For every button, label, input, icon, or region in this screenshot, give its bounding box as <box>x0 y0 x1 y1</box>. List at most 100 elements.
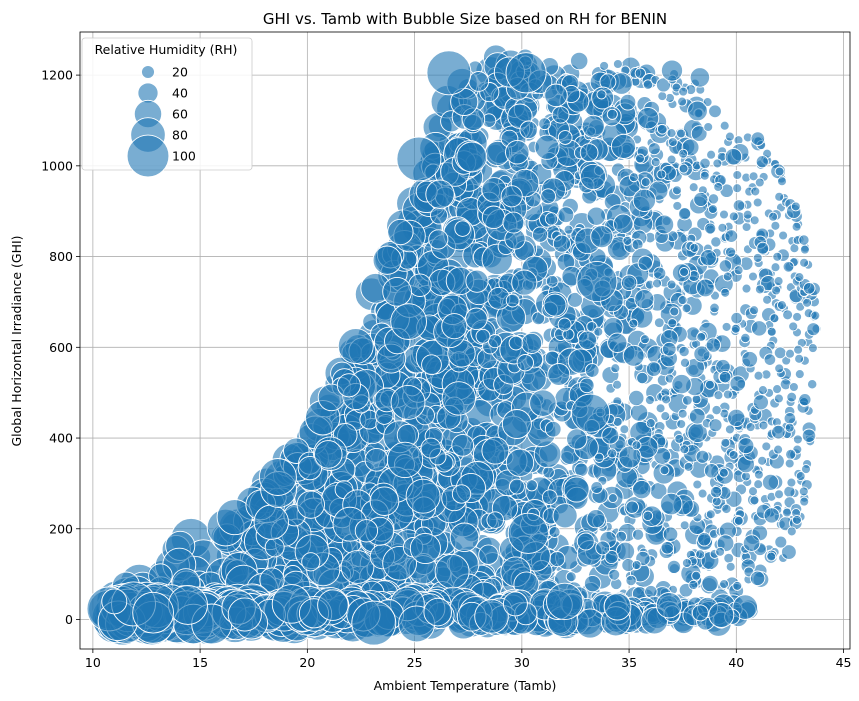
data-point <box>634 67 646 79</box>
data-point <box>666 559 682 574</box>
data-point <box>595 540 611 556</box>
x-tick-label: 45 <box>836 655 852 670</box>
data-point <box>674 433 685 444</box>
data-point <box>634 289 655 310</box>
data-point <box>679 520 690 531</box>
data-point <box>782 309 794 321</box>
data-point <box>748 171 759 182</box>
data-point <box>340 550 375 584</box>
data-point <box>599 60 610 71</box>
data-point <box>799 244 810 255</box>
data-point <box>451 484 472 504</box>
data-point <box>619 424 630 435</box>
data-point <box>723 552 735 564</box>
data-point <box>534 134 560 160</box>
data-point <box>581 114 605 138</box>
y-axis-label: Global Horizontal Irradiance (GHI) <box>9 235 24 446</box>
data-point <box>774 166 785 177</box>
data-point <box>784 422 795 433</box>
data-point <box>720 437 731 448</box>
data-point <box>635 153 645 164</box>
data-point <box>745 422 756 433</box>
data-point <box>570 51 589 71</box>
data-point <box>798 486 809 497</box>
data-point <box>420 437 442 459</box>
data-point <box>372 245 402 275</box>
data-point <box>603 592 632 621</box>
data-point <box>708 104 722 119</box>
data-point <box>430 206 448 225</box>
legend-label: 100 <box>172 149 196 164</box>
data-point <box>774 191 785 202</box>
data-point <box>719 120 730 131</box>
data-point <box>481 436 510 465</box>
data-point <box>667 137 678 147</box>
data-point <box>557 317 572 332</box>
data-point <box>636 371 649 385</box>
data-point <box>465 269 489 293</box>
data-point <box>660 411 671 422</box>
data-point <box>733 265 744 276</box>
data-point <box>454 220 471 237</box>
data-point <box>763 353 777 366</box>
data-point <box>655 403 666 414</box>
data-point <box>655 592 683 619</box>
data-point <box>642 510 654 522</box>
data-point <box>801 428 817 443</box>
data-point <box>757 385 768 396</box>
data-point <box>449 522 480 553</box>
data-point <box>351 600 397 646</box>
data-point <box>761 441 772 452</box>
data-point <box>570 393 611 433</box>
data-point <box>725 561 736 572</box>
data-point <box>711 404 722 416</box>
data-point <box>382 276 412 307</box>
data-point <box>773 393 784 404</box>
data-point <box>468 71 490 92</box>
data-point <box>802 297 813 308</box>
data-point <box>807 379 818 390</box>
data-point <box>593 452 605 463</box>
data-point <box>810 310 821 321</box>
data-point <box>337 328 374 365</box>
data-point <box>296 490 325 519</box>
data-point <box>729 375 746 392</box>
data-point <box>687 100 708 122</box>
data-point <box>660 541 675 555</box>
y-axis: 0 200 400 600 800 1000 1200 <box>41 68 80 627</box>
data-point <box>336 373 361 398</box>
data-point <box>748 486 758 497</box>
data-point <box>794 353 805 364</box>
data-point <box>590 481 604 494</box>
data-point <box>762 294 773 305</box>
data-point <box>732 183 743 194</box>
data-point <box>763 507 780 524</box>
data-point <box>692 479 703 490</box>
data-point <box>718 370 732 384</box>
data-point <box>639 334 650 345</box>
data-point <box>708 418 723 433</box>
data-point <box>637 255 653 271</box>
data-point <box>766 551 777 562</box>
data-point <box>486 511 504 529</box>
data-point <box>546 582 584 621</box>
data-point <box>732 199 746 212</box>
data-point <box>749 570 766 587</box>
data-point <box>792 514 802 525</box>
data-point <box>678 345 690 358</box>
data-point <box>693 345 711 363</box>
data-point <box>544 420 562 438</box>
data-point <box>753 370 764 381</box>
data-point <box>772 251 783 262</box>
data-point <box>557 130 573 145</box>
data-point <box>696 332 707 342</box>
x-tick-label: 40 <box>728 655 744 670</box>
data-point <box>612 59 623 69</box>
data-point <box>741 471 751 482</box>
data-point <box>678 163 689 174</box>
data-point <box>733 515 744 526</box>
data-point <box>544 212 559 226</box>
data-point <box>586 509 606 529</box>
data-point <box>552 503 578 529</box>
data-point <box>798 393 812 407</box>
